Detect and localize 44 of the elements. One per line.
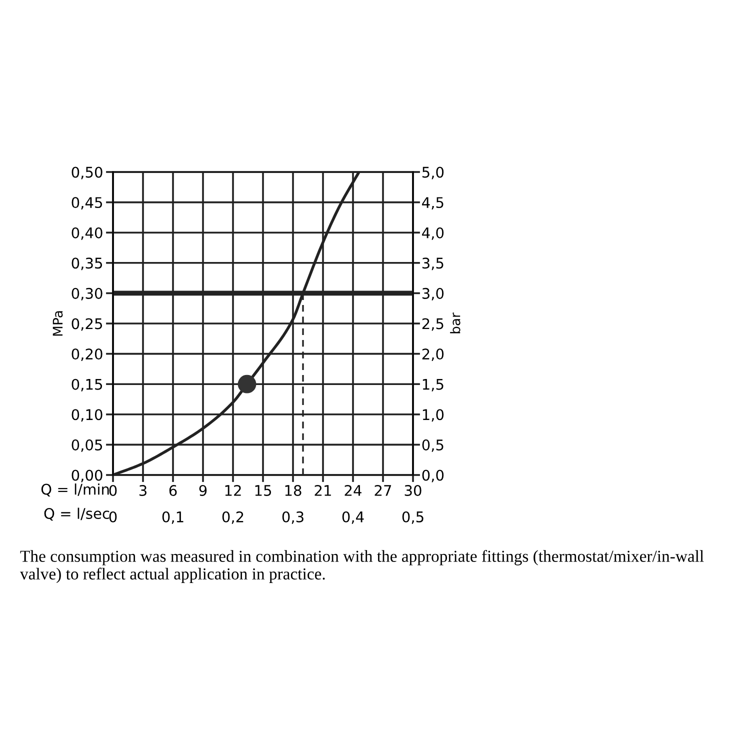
x-tick-label: 3 bbox=[139, 484, 146, 496]
x2-tick-label: 0,4 bbox=[342, 511, 364, 524]
x-tick-label: 15 bbox=[255, 485, 272, 496]
x-tick-label: 30 bbox=[404, 484, 422, 496]
y-tick-label: 0,15 bbox=[72, 378, 102, 392]
y2-tick-label: 2,0 bbox=[422, 348, 444, 362]
y2-tick-label: 5,0 bbox=[422, 166, 444, 180]
y-tick-label: 0,00 bbox=[72, 470, 102, 482]
x-tick-label: 24 bbox=[344, 484, 362, 496]
y-tick-label: 0,30 bbox=[72, 288, 102, 300]
x2-tick-label: 0,1 bbox=[162, 511, 184, 524]
x-tick-label: 18 bbox=[285, 484, 302, 496]
y2-tick-label: 1,5 bbox=[422, 379, 444, 392]
y2-tick-label: 4,5 bbox=[422, 197, 444, 210]
y2-tick-label: 3,5 bbox=[422, 258, 444, 270]
x-tick-label: 0 bbox=[109, 484, 117, 496]
y2-tick-label: 1,0 bbox=[422, 409, 444, 422]
y2-tick-label: 3,0 bbox=[422, 288, 444, 300]
y-tick-label: 0,05 bbox=[72, 439, 102, 452]
x-tick-label: 6 bbox=[169, 484, 177, 496]
y-tick-label: 0,45 bbox=[72, 197, 102, 210]
x2-axis-title: Q = l/sec bbox=[44, 508, 110, 521]
y2-tick-label: 0,0 bbox=[422, 470, 444, 482]
y-tick-label: 0,50 bbox=[72, 166, 102, 180]
x-axis-title: Q = l/min bbox=[41, 483, 109, 496]
y-tick-label: 0,20 bbox=[72, 348, 102, 362]
text: The consumption was measured in combination with the appropriate fittings (thermostat/mixer/in-wall valve) to reflect actual application in practice. bbox=[20, 550, 704, 583]
x2-tick-label: 0 bbox=[109, 511, 117, 522]
x-tick-label: 9 bbox=[199, 484, 207, 496]
y2-axis-title: bar bbox=[450, 312, 460, 334]
y-tick-label: 0,35 bbox=[72, 258, 102, 270]
y2-tick-label: 0,5 bbox=[422, 439, 444, 452]
y-axis-title: MPa bbox=[52, 311, 63, 336]
y-tick-label: 0,40 bbox=[72, 227, 102, 240]
x2-tick-label: 0,2 bbox=[222, 511, 244, 524]
x-tick-label: 12 bbox=[225, 484, 241, 496]
y2-tick-label: 4,0 bbox=[422, 227, 444, 240]
y2-tick-label: 2,5 bbox=[422, 318, 444, 331]
y-tick-label: 0,10 bbox=[72, 409, 102, 422]
y-tick-label: 0,25 bbox=[72, 318, 102, 331]
x2-tick-label: 0,5 bbox=[402, 511, 424, 524]
x2-tick-label: 0,3 bbox=[282, 511, 304, 524]
x-tick-label: 21 bbox=[314, 484, 331, 496]
x-tick-label: 27 bbox=[374, 484, 392, 496]
